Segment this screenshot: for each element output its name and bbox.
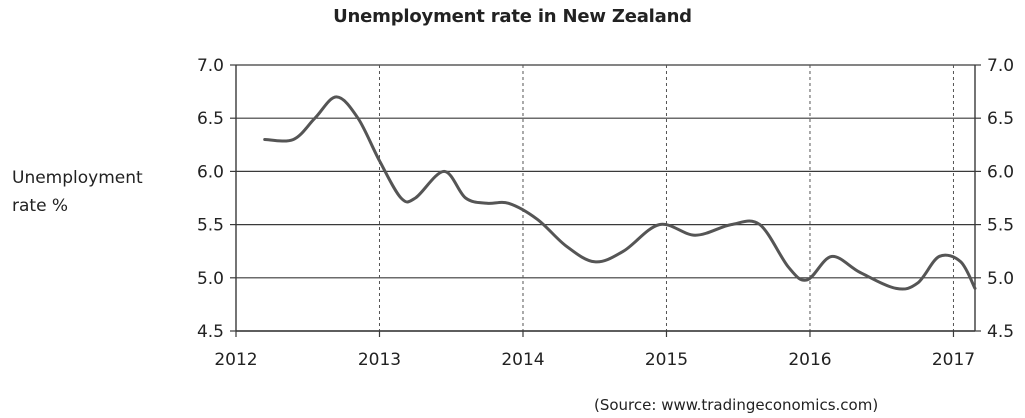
x-tick-label: 2017	[932, 350, 975, 370]
y-tick-label-left: 6.0	[197, 162, 224, 182]
y-tick-label-right: 5.0	[987, 269, 1014, 289]
x-tick-label: 2016	[788, 350, 831, 370]
chart-title: Unemployment rate in New Zealand	[333, 6, 692, 27]
y-tick-label-right: 4.5	[987, 322, 1014, 342]
x-tick-label: 2012	[214, 350, 257, 370]
y-tick-label-left: 5.0	[197, 269, 224, 289]
axes	[230, 64, 981, 337]
y-tick-label-left: 7.0	[197, 56, 224, 76]
series-line	[263, 95, 977, 291]
tick-labels: 7.0 7.0 6.5 6.5 6.0 6.0 5.5 5.5 5.0 5.0 4.5 4.5 2012…	[197, 56, 1014, 370]
y-tick-label-right: 5.5	[987, 216, 1014, 236]
y-tick-label-left: 5.5	[197, 216, 224, 236]
series-layer	[263, 95, 977, 291]
y-tick-label-right: 6.0	[987, 162, 1014, 182]
y-axis-label: Unemployment rate %	[12, 168, 143, 216]
x-tick-label: 2015	[645, 350, 688, 370]
y-tick-label-left: 6.5	[197, 109, 224, 129]
x-tick-label: 2013	[358, 350, 401, 370]
x-tick-label: 2014	[501, 350, 544, 370]
source-note: (Source: www.tradingeconomics.com)	[594, 396, 879, 414]
y-tick-label-right: 6.5	[987, 109, 1014, 129]
y-tick-label-right: 7.0	[987, 56, 1014, 76]
y-tick-label-left: 4.5	[197, 322, 224, 342]
